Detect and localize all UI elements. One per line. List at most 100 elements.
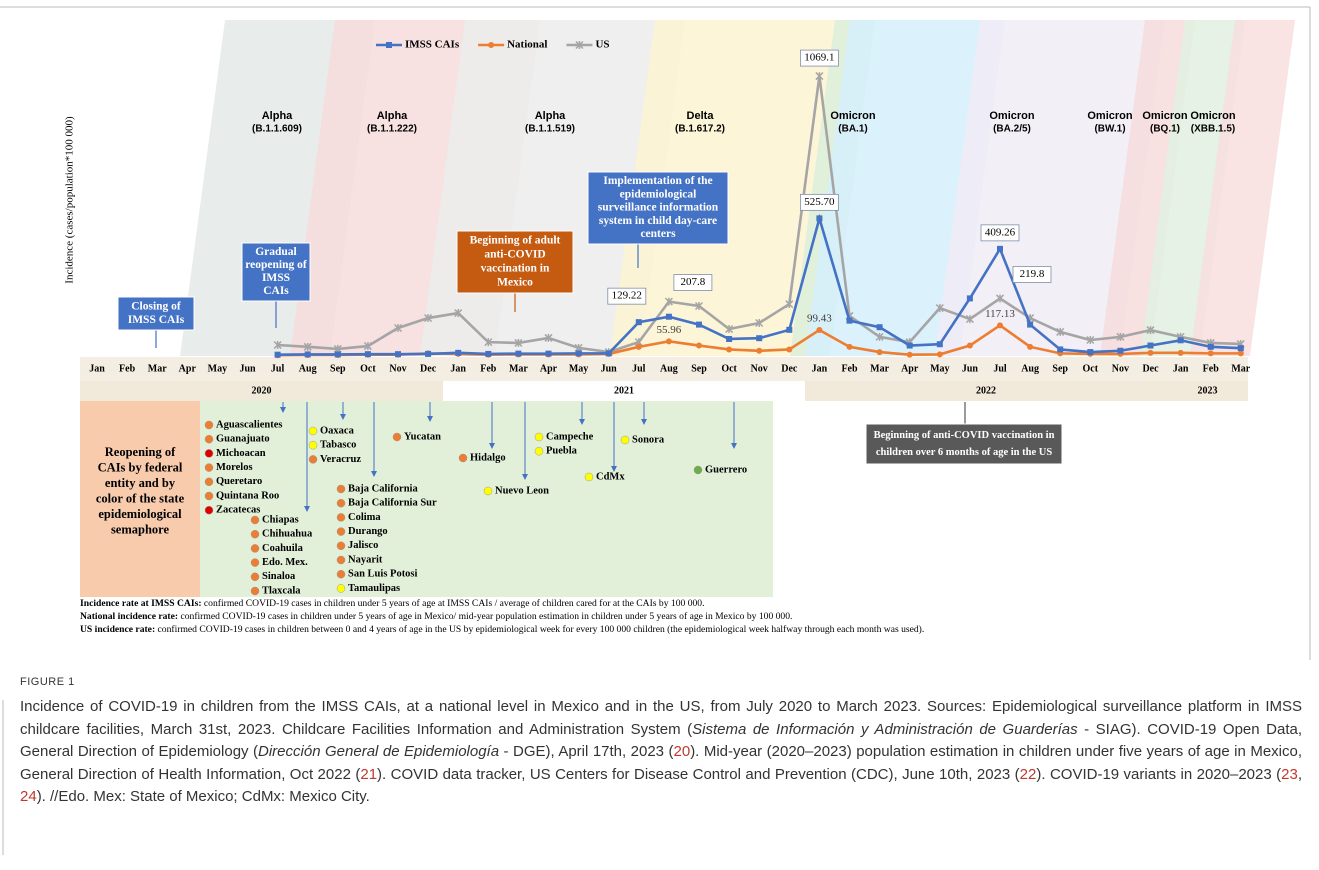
reopening-title-box: [80, 401, 200, 597]
data-point: [1147, 342, 1154, 349]
year-cell: [1167, 381, 1248, 401]
reopening-arrowhead: [427, 416, 433, 422]
legend-label: National: [507, 39, 547, 51]
data-point: [635, 319, 642, 326]
reopening-title: color of the state: [96, 491, 185, 505]
caption-ref[interactable]: 24: [20, 788, 37, 806]
x-tick-label: Mar: [1231, 363, 1250, 374]
data-point: [1237, 350, 1244, 357]
x-tick-label: May: [208, 363, 227, 374]
semaphore-dot: [534, 446, 544, 456]
state-name: Guerrero: [705, 464, 747, 475]
data-point: [515, 350, 522, 357]
reopening-title: entity and by: [105, 476, 176, 490]
variant-name: Alpha: [535, 110, 566, 122]
data-point: [386, 42, 392, 48]
semaphore-dot: [336, 498, 346, 508]
reopening-arrowhead: [280, 407, 286, 413]
caption-text: ). COVID-19 variants in 2020–2023 (: [1036, 765, 1282, 783]
x-tick-label: Feb: [480, 363, 497, 374]
caption-ref[interactable]: 20: [673, 743, 691, 761]
footnote-label: Incidence rate at IMSS CAIs:: [80, 598, 202, 609]
semaphore-dot: [250, 558, 260, 567]
data-point: [665, 313, 672, 320]
state-name: Tabasco: [320, 440, 356, 451]
variant-name: Omicron: [830, 110, 876, 122]
reopening-arrowhead: [304, 506, 310, 512]
data-point: [363, 342, 372, 351]
data-point: [1057, 346, 1064, 353]
variant-name: Alpha: [262, 110, 293, 122]
data-point: [756, 335, 763, 342]
caption-text: Sistema de Información y Administración …: [692, 720, 1078, 738]
x-tick-label: Apr: [901, 363, 919, 374]
state-name: San Luis Potosi: [348, 569, 418, 580]
state-name: Guanajuato: [216, 434, 270, 445]
variant-band: [1190, 20, 1295, 356]
reopening-arrowhead: [522, 474, 528, 480]
data-point: [726, 335, 733, 342]
data-point: [484, 338, 493, 347]
data-point: [906, 351, 913, 358]
x-tick-label: Aug: [299, 363, 317, 374]
state-name: Durango: [348, 526, 388, 537]
semaphore-dot: [250, 515, 260, 525]
legend-label: IMSS CAIs: [405, 39, 460, 51]
caption-ref[interactable]: 21: [360, 765, 378, 783]
x-tick-label: Jan: [1173, 363, 1189, 374]
footnote-label: US incidence rate:: [80, 624, 156, 635]
data-point: [1177, 337, 1184, 344]
x-tick-label: May: [569, 363, 588, 374]
state-name: Sonora: [632, 434, 665, 445]
semaphore-dot: [308, 455, 318, 464]
variant-band: [610, 20, 850, 356]
semaphore-dot: [250, 586, 260, 596]
figure-caption: Incidence of COVID-19 in children from t…: [20, 696, 1302, 809]
x-tick-label: Jan: [450, 363, 466, 374]
semaphore-dot: [336, 513, 346, 522]
x-tick-label: Sep: [1052, 363, 1068, 374]
data-point: [815, 72, 824, 81]
variant-lineage: (BA.2/5): [993, 124, 1031, 135]
reopening-arrowhead: [340, 414, 346, 420]
data-point: [303, 342, 312, 351]
state-name: Baja California Sur: [348, 498, 437, 509]
variant-name: Omicron: [1087, 110, 1133, 122]
caption-text: ). //Edo. Mex: State of Mexico; CdMx: Me…: [36, 788, 370, 806]
caption-text: ). COVID data tracker, US Centers for Di…: [377, 765, 1020, 783]
x-tick-label: Feb: [119, 363, 136, 374]
data-point: [1147, 349, 1154, 356]
annotation-box: [456, 230, 574, 294]
annotation-text: reopening of: [245, 259, 307, 271]
data-point: [273, 340, 282, 350]
semaphore-dot: [250, 529, 260, 539]
data-point: [575, 350, 582, 357]
caption-ref[interactable]: 22: [1019, 765, 1037, 783]
data-point: [485, 350, 492, 357]
state-name: Baja California: [348, 483, 418, 494]
year-cell: [805, 381, 1167, 401]
semaphore-dot: [336, 584, 346, 593]
data-point: [756, 347, 763, 354]
variant-band: [935, 20, 1165, 356]
state-name: Zacatecas: [216, 505, 260, 516]
state-name: Aguascalientes: [216, 419, 283, 430]
variant-lineage: (XBB.1.5): [1191, 124, 1235, 135]
data-point: [425, 350, 432, 357]
data-point: [1056, 327, 1065, 336]
data-point: [846, 343, 853, 350]
data-point: [665, 338, 672, 345]
value-label-box: [800, 193, 839, 211]
value-label-box: [673, 274, 713, 291]
variant-lineage: (B.1.1.609): [252, 124, 302, 135]
value-label: 117.13: [985, 308, 1015, 320]
data-point: [997, 322, 1003, 329]
caption-ref[interactable]: 23: [1281, 765, 1298, 783]
value-label: 409.26: [985, 226, 1016, 238]
annotation-text: system in child day-care: [599, 215, 717, 227]
data-point: [786, 326, 793, 333]
data-point: [726, 346, 733, 353]
semaphore-dot: [336, 555, 346, 565]
annotation-text: anti-COVID: [484, 249, 545, 261]
footnote: National incidence rate: confirmed COVID…: [80, 611, 792, 622]
